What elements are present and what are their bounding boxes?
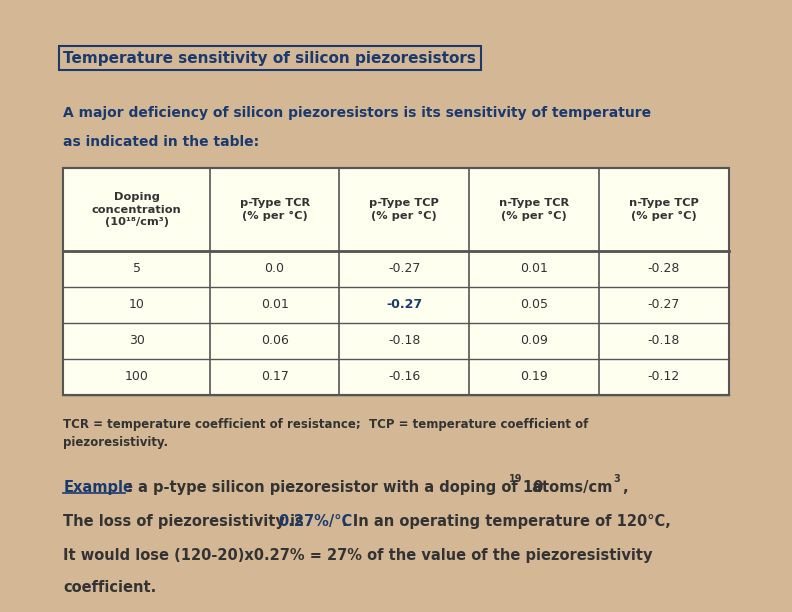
- Text: 0.06: 0.06: [261, 334, 288, 347]
- Text: 0.01: 0.01: [261, 299, 288, 312]
- Text: Doping
concentration
(10¹⁸/cm³): Doping concentration (10¹⁸/cm³): [92, 192, 181, 227]
- Text: 3: 3: [613, 474, 620, 484]
- Text: 30: 30: [128, 334, 144, 347]
- Text: n-Type TCR
(% per °C): n-Type TCR (% per °C): [499, 198, 569, 221]
- Text: -0.18: -0.18: [648, 334, 680, 347]
- Text: 5: 5: [132, 263, 140, 275]
- Text: 0.0: 0.0: [265, 263, 284, 275]
- Text: TCR = temperature coefficient of resistance;  TCP = temperature coefficient of
p: TCR = temperature coefficient of resista…: [63, 418, 588, 449]
- FancyBboxPatch shape: [63, 168, 729, 395]
- Text: A major deficiency of silicon piezoresistors is its sensitivity of temperature: A major deficiency of silicon piezoresis…: [63, 106, 652, 120]
- Text: 0.09: 0.09: [520, 334, 548, 347]
- Text: p-Type TCP
(% per °C): p-Type TCP (% per °C): [369, 198, 440, 221]
- Text: atoms/cm: atoms/cm: [527, 480, 612, 496]
- Text: : a p-type silicon piezoresistor with a doping of 10: : a p-type silicon piezoresistor with a …: [127, 480, 543, 496]
- Text: -0.27: -0.27: [388, 263, 421, 275]
- Text: -0.18: -0.18: [388, 334, 421, 347]
- Text: -0.16: -0.16: [388, 370, 421, 383]
- Text: 0.17: 0.17: [261, 370, 288, 383]
- Text: ,: ,: [622, 480, 627, 496]
- Text: n-Type TCP
(% per °C): n-Type TCP (% per °C): [629, 198, 699, 221]
- Text: coefficient.: coefficient.: [63, 580, 157, 595]
- Text: It would lose (120-20)x0.27% = 27% of the value of the piezoresistivity: It would lose (120-20)x0.27% = 27% of th…: [63, 548, 653, 563]
- Text: -0.27: -0.27: [648, 299, 680, 312]
- Text: 0.01: 0.01: [520, 263, 548, 275]
- Text: Example: Example: [63, 480, 133, 496]
- Text: -0.27: -0.27: [386, 299, 422, 312]
- Text: 0.27%/°C: 0.27%/°C: [278, 514, 352, 529]
- Text: 0.19: 0.19: [520, 370, 548, 383]
- Text: . In an operating temperature of 120°C,: . In an operating temperature of 120°C,: [342, 514, 671, 529]
- Text: 100: 100: [124, 370, 148, 383]
- Text: -0.12: -0.12: [648, 370, 680, 383]
- Text: 19: 19: [509, 474, 523, 484]
- Text: as indicated in the table:: as indicated in the table:: [63, 135, 260, 149]
- Text: Temperature sensitivity of silicon piezoresistors: Temperature sensitivity of silicon piezo…: [63, 51, 476, 65]
- Text: 10: 10: [128, 299, 144, 312]
- Text: 0.05: 0.05: [520, 299, 548, 312]
- Text: -0.28: -0.28: [648, 263, 680, 275]
- Text: p-Type TCR
(% per °C): p-Type TCR (% per °C): [239, 198, 310, 221]
- Text: The loss of piezoresistivity is: The loss of piezoresistivity is: [63, 514, 309, 529]
